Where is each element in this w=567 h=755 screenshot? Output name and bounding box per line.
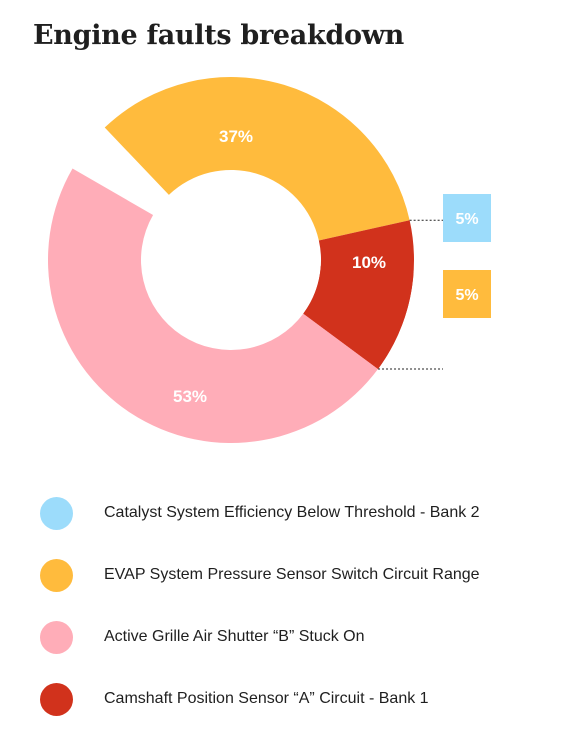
legend-swatch: [40, 620, 73, 654]
donut-slice: [303, 220, 414, 369]
legend-item: EVAP System Pressure Sensor Switch Circu…: [40, 544, 540, 606]
callout-label: 5%: [455, 287, 478, 304]
legend-label: Catalyst System Efficiency Below Thresho…: [104, 504, 480, 521]
donut-chart: 5% 5% 37% 10% 53%: [47, 77, 491, 444]
legend: Catalyst System Efficiency Below Thresho…: [40, 482, 540, 730]
callout-box: [443, 194, 491, 242]
donut-slice: [47, 168, 379, 444]
legend-label: EVAP System Pressure Sensor Switch Circu…: [104, 566, 480, 583]
data-label: 53%: [173, 387, 207, 406]
donut-slice: [104, 77, 410, 241]
legend-item: Active Grille Air Shutter “B” Stuck On: [40, 606, 540, 668]
legend-label: Active Grille Air Shutter “B” Stuck On: [104, 628, 365, 645]
callout-box: [443, 270, 491, 318]
chart-title: Engine faults breakdown: [33, 20, 404, 51]
legend-swatch: [40, 682, 73, 716]
legend-swatch: [40, 496, 73, 530]
legend-label: Camshaft Position Sensor “A” Circuit - B…: [104, 690, 429, 707]
legend-swatch: [40, 558, 73, 592]
legend-item: Camshaft Position Sensor “A” Circuit - B…: [40, 668, 540, 730]
data-label: 37%: [219, 127, 253, 146]
callout-label: 5%: [455, 211, 478, 228]
data-label: 10%: [352, 253, 386, 272]
legend-item: Catalyst System Efficiency Below Thresho…: [40, 482, 540, 544]
